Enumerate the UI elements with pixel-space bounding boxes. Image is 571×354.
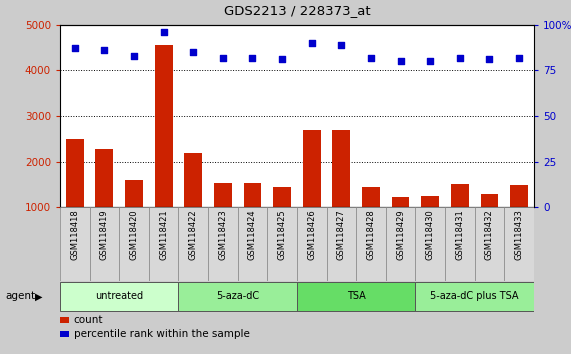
Bar [60, 207, 90, 281]
Point [159, 29, 168, 35]
Text: percentile rank within the sample: percentile rank within the sample [74, 329, 250, 339]
Bar [327, 207, 356, 281]
Bar [214, 183, 232, 253]
Bar [90, 207, 119, 281]
Bar [208, 207, 238, 281]
Text: GSM118430: GSM118430 [426, 209, 435, 260]
Bar [415, 282, 534, 311]
Bar [273, 188, 291, 253]
Bar [481, 194, 498, 253]
Text: GSM118425: GSM118425 [278, 209, 287, 260]
Bar [184, 153, 202, 253]
Bar [386, 207, 416, 281]
Text: TSA: TSA [347, 291, 365, 302]
Point [514, 55, 524, 61]
Text: GSM118419: GSM118419 [100, 209, 109, 260]
Text: GSM118426: GSM118426 [307, 209, 316, 260]
Bar [421, 196, 439, 253]
Text: ▶: ▶ [35, 291, 43, 302]
Text: GSM118428: GSM118428 [367, 209, 376, 260]
Point [188, 49, 198, 55]
Point [307, 40, 316, 46]
Point [455, 55, 464, 61]
Bar [149, 207, 178, 281]
Point [278, 57, 287, 62]
Point [396, 58, 405, 64]
Bar [303, 130, 321, 253]
Bar [297, 282, 415, 311]
Point [70, 46, 79, 51]
Text: GSM118433: GSM118433 [514, 209, 524, 260]
Bar [66, 139, 83, 253]
Text: GSM118431: GSM118431 [455, 209, 464, 260]
Text: GSM118424: GSM118424 [248, 209, 257, 260]
Bar [244, 183, 262, 253]
Text: GSM118420: GSM118420 [130, 209, 139, 260]
Bar [119, 207, 149, 281]
Text: GSM118429: GSM118429 [396, 209, 405, 260]
Point [218, 55, 227, 61]
Text: GSM118418: GSM118418 [70, 209, 79, 260]
Bar [297, 207, 327, 281]
Point [100, 47, 109, 53]
Text: GSM118421: GSM118421 [159, 209, 168, 260]
Bar [178, 282, 297, 311]
Bar [362, 188, 380, 253]
Bar [504, 207, 534, 281]
Bar [356, 207, 386, 281]
Point [248, 55, 257, 61]
Point [485, 57, 494, 62]
Bar [392, 196, 409, 253]
Bar [267, 207, 297, 281]
Text: untreated: untreated [95, 291, 143, 302]
Bar [238, 207, 267, 281]
Text: GSM118432: GSM118432 [485, 209, 494, 260]
Point [130, 53, 139, 59]
Bar [415, 207, 445, 281]
Bar [475, 207, 504, 281]
Bar [451, 184, 469, 253]
Text: GSM118427: GSM118427 [337, 209, 346, 260]
Bar [95, 149, 113, 253]
Text: GSM118423: GSM118423 [218, 209, 227, 260]
Bar [178, 207, 208, 281]
Text: GSM118422: GSM118422 [189, 209, 198, 260]
Bar [125, 180, 143, 253]
Bar [332, 130, 350, 253]
Bar [60, 282, 178, 311]
Bar [155, 45, 172, 253]
Text: agent: agent [6, 291, 36, 302]
Point [425, 58, 435, 64]
Bar [445, 207, 475, 281]
Text: 5-aza-dC: 5-aza-dC [216, 291, 259, 302]
Text: count: count [74, 315, 103, 325]
Bar [510, 185, 528, 253]
Point [337, 42, 346, 48]
Text: GDS2213 / 228373_at: GDS2213 / 228373_at [224, 4, 370, 17]
Point [367, 55, 376, 61]
Text: 5-aza-dC plus TSA: 5-aza-dC plus TSA [431, 291, 519, 302]
